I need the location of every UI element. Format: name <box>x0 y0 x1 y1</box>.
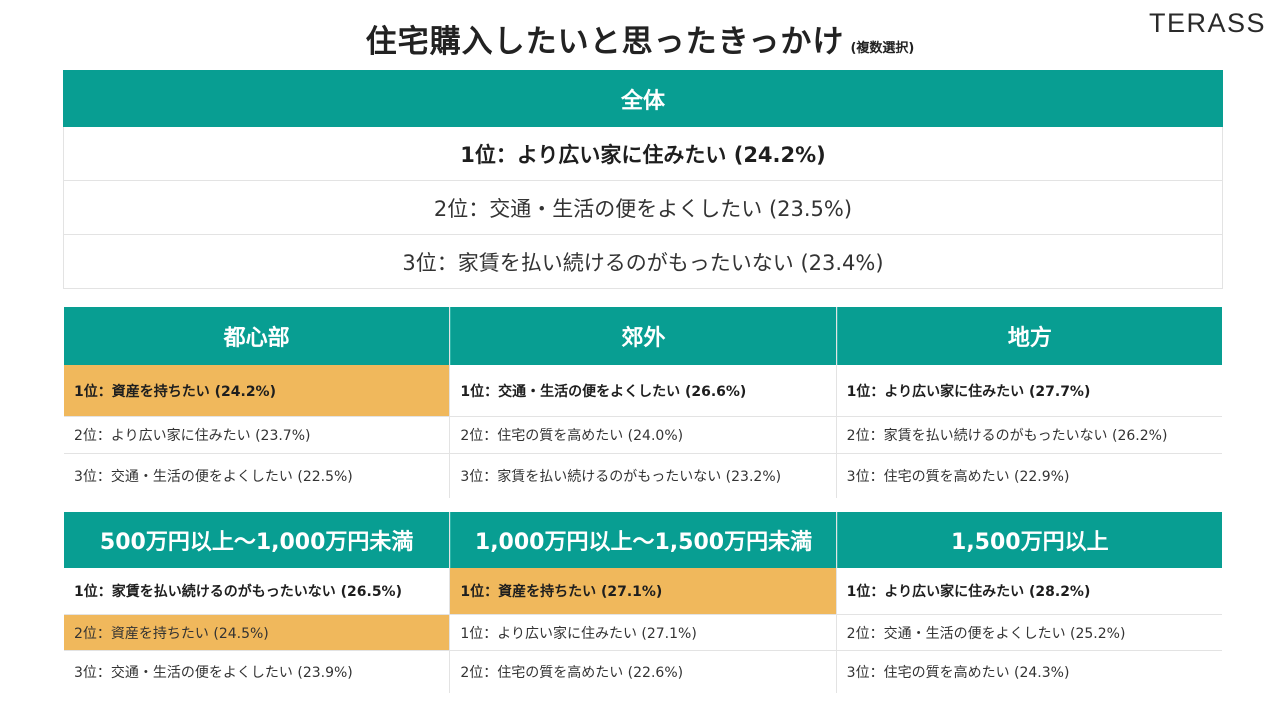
income-rank-1: 1位：より広い家に住みたい (28.2%) <box>836 568 1222 615</box>
income-rank-3: 3位：住宅の質を高めたい (24.3%) <box>846 665 1070 681</box>
overall-header: 全体 <box>63 70 1223 127</box>
region-rank-3: 3位：家賃を払い続けるのがもったいない (23.2%) <box>460 469 782 485</box>
region-rank-2: 2位：家賃を払い続けるのがもったいない (26.2%) <box>836 417 1222 454</box>
region-rank-2: 2位：より広い家に住みたい (23.7%) <box>64 417 450 454</box>
page-title-note: (複数選択) <box>850 41 915 56</box>
income-rank-3: 3位：交通・生活の便をよくしたい (23.9%) <box>74 665 353 681</box>
region-rank-1: 1位：資産を持ちたい (24.2%) <box>64 365 450 417</box>
region-header: 地方 <box>836 307 1222 365</box>
region-header: 郊外 <box>450 307 836 365</box>
overall-rank-2: 2位：交通・生活の便をよくしたい (23.5%) <box>63 181 1223 235</box>
region-column-urban: 都心部 1位：資産を持ちたい (24.2%) 2位：より広い家に住みたい (23… <box>64 307 450 498</box>
income-header: 1,000万円以上～1,500万円未満 <box>450 512 836 568</box>
income-rank-1: 1位：家賃を払い続けるのがもったいない (26.5%) <box>64 568 450 615</box>
income-column-1000-1500: 1,000万円以上～1,500万円未満 1位：資産を持ちたい (27.1%) 1… <box>449 512 836 693</box>
income-column-1500-plus: 1,500万円以上 1位：より広い家に住みたい (28.2%) 2位：交通・生活… <box>835 512 1222 693</box>
income-header: 500万円以上～1,000万円未満 <box>64 512 450 568</box>
region-rank-3: 3位：住宅の質を高めたい (22.9%) <box>846 469 1070 485</box>
region-rank-3: 3位：交通・生活の便をよくしたい (22.5%) <box>74 469 353 485</box>
region-table: 都心部 1位：資産を持ちたい (24.2%) 2位：より広い家に住みたい (23… <box>64 307 1222 498</box>
income-header: 1,500万円以上 <box>836 512 1222 568</box>
region-rank-1: 1位：より広い家に住みたい (27.7%) <box>836 365 1222 417</box>
region-header: 都心部 <box>64 307 450 365</box>
overall-rank-3: 3位：家賃を払い続けるのがもったいない (23.4%) <box>63 235 1223 289</box>
region-column-rural: 地方 1位：より広い家に住みたい (27.7%) 2位：家賃を払い続けるのがもっ… <box>835 307 1222 498</box>
region-rank-2: 2位：住宅の質を高めたい (24.0%) <box>450 417 836 454</box>
region-rank-1: 1位：交通・生活の便をよくしたい (26.6%) <box>450 365 836 417</box>
income-table: 500万円以上～1,000万円未満 1位：家賃を払い続けるのがもったいない (2… <box>64 512 1222 693</box>
income-column-500-1000: 500万円以上～1,000万円未満 1位：家賃を払い続けるのがもったいない (2… <box>64 512 450 693</box>
income-rank-2: 2位：交通・生活の便をよくしたい (25.2%) <box>836 615 1222 651</box>
overall-table: 全体 1位：より広い家に住みたい (24.2%) 2位：交通・生活の便をよくした… <box>63 70 1223 289</box>
brand-logo: TERASS <box>1148 8 1266 38</box>
page-title-area: 住宅購入したいと思ったきっかけ (複数選択) <box>0 16 1280 61</box>
income-rank-2: 1位：より広い家に住みたい (27.1%) <box>450 615 836 651</box>
page-title: 住宅購入したいと思ったきっかけ <box>365 24 845 60</box>
region-column-suburb: 郊外 1位：交通・生活の便をよくしたい (26.6%) 2位：住宅の質を高めたい… <box>449 307 836 498</box>
overall-rank-1: 1位：より広い家に住みたい (24.2%) <box>63 127 1223 181</box>
income-rank-2: 2位：資産を持ちたい (24.5%) <box>64 615 450 651</box>
income-rank-1: 1位：資産を持ちたい (27.1%) <box>450 568 836 615</box>
income-rank-3: 2位：住宅の質を高めたい (22.6%) <box>460 665 684 681</box>
